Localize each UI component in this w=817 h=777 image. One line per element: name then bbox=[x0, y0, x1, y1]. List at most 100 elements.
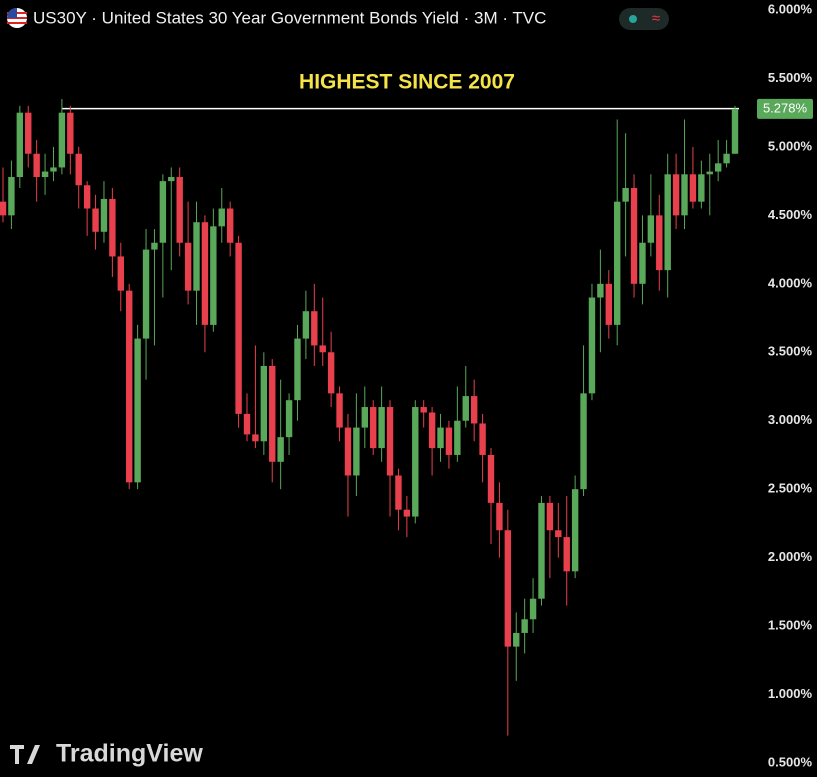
candle-body bbox=[109, 198, 116, 257]
candle-body bbox=[639, 242, 646, 284]
candle-body bbox=[546, 502, 554, 531]
y-tick-label: 1.500% bbox=[768, 618, 813, 633]
candle-body bbox=[168, 177, 175, 182]
candle-body bbox=[58, 112, 66, 168]
candle-body bbox=[580, 393, 587, 490]
candle-body bbox=[470, 396, 478, 424]
candle-body bbox=[126, 290, 133, 483]
candle-body bbox=[529, 598, 537, 620]
candle-body bbox=[563, 537, 570, 572]
candle-body bbox=[311, 311, 318, 346]
candle-body bbox=[538, 502, 545, 599]
candle-body bbox=[226, 208, 234, 243]
candle-body bbox=[496, 502, 503, 531]
y-tick-label: 6.000% bbox=[768, 1, 813, 16]
candle-body bbox=[327, 352, 335, 394]
candle-body bbox=[605, 283, 612, 325]
y-tick-label: 5.500% bbox=[768, 70, 813, 85]
y-tick-label: 1.000% bbox=[768, 686, 813, 701]
candle-body bbox=[487, 454, 495, 503]
candle-body bbox=[218, 208, 225, 227]
y-tick-label: 2.500% bbox=[768, 481, 813, 496]
watermark: TradingView bbox=[10, 740, 203, 768]
candle-body bbox=[201, 222, 209, 325]
candle-body bbox=[513, 632, 520, 647]
candle-body bbox=[75, 153, 82, 186]
candle-body bbox=[0, 201, 7, 216]
candle-body bbox=[614, 201, 621, 325]
candle-body bbox=[714, 163, 722, 172]
candle-body bbox=[412, 407, 419, 517]
candle-body bbox=[588, 297, 596, 394]
candle-body bbox=[622, 187, 629, 202]
candle-body bbox=[479, 423, 486, 455]
candle-body bbox=[723, 153, 730, 164]
candle-body bbox=[571, 489, 579, 572]
y-tick-label: 3.500% bbox=[768, 344, 813, 359]
y-tick-label: 3.000% bbox=[768, 412, 813, 427]
candle-body bbox=[83, 185, 91, 209]
svg-text:≈: ≈ bbox=[652, 10, 660, 27]
candle-body bbox=[184, 242, 192, 291]
candle-body bbox=[698, 174, 705, 202]
candle-body bbox=[353, 427, 360, 476]
candle-body bbox=[260, 365, 268, 442]
candle-body bbox=[67, 112, 74, 154]
status-pill: ≈ bbox=[619, 8, 669, 30]
candle-body bbox=[395, 475, 402, 510]
last-price-box bbox=[757, 98, 813, 119]
candle-body bbox=[378, 407, 385, 449]
candle-body bbox=[8, 177, 15, 216]
y-tick-label: 2.000% bbox=[768, 549, 813, 564]
candle-body bbox=[294, 338, 301, 401]
candle-body bbox=[454, 420, 461, 455]
candle-body bbox=[361, 407, 368, 428]
candle-body bbox=[420, 407, 427, 413]
candle-body bbox=[41, 171, 49, 178]
candle-body bbox=[386, 407, 394, 476]
candle-body bbox=[462, 396, 469, 421]
candle-body bbox=[681, 174, 688, 216]
candle-body bbox=[269, 365, 276, 462]
candle-body bbox=[336, 393, 343, 428]
candle-body bbox=[92, 208, 99, 232]
candle-body bbox=[656, 215, 663, 271]
candle-body bbox=[210, 226, 217, 325]
candle-body bbox=[555, 530, 562, 538]
annotation: HIGHEST SINCE 2007 bbox=[299, 71, 515, 94]
candle-body bbox=[252, 434, 259, 442]
candle-body bbox=[50, 167, 57, 172]
candle-body bbox=[428, 412, 436, 449]
candle-body bbox=[370, 407, 377, 449]
candle-body bbox=[319, 345, 326, 353]
candle-body bbox=[235, 242, 242, 414]
candle-body bbox=[277, 437, 284, 462]
candle-body bbox=[16, 112, 24, 178]
candle-body bbox=[689, 174, 697, 202]
candle-body bbox=[597, 283, 604, 298]
candle-body bbox=[647, 215, 655, 243]
candle-body bbox=[706, 171, 713, 175]
candle-body bbox=[672, 174, 680, 216]
candle-body bbox=[521, 619, 528, 633]
candle-body bbox=[100, 198, 108, 232]
candle-body bbox=[285, 400, 293, 438]
candle-body bbox=[445, 427, 453, 455]
y-tick-label: 4.500% bbox=[768, 207, 813, 222]
candle-body bbox=[504, 530, 512, 647]
candle-body bbox=[243, 413, 251, 435]
flag-icon bbox=[7, 7, 27, 28]
candle-body bbox=[344, 427, 352, 476]
last-price-label: 5.278% bbox=[763, 100, 808, 115]
chart-title: US30Y · United States 30 Year Government… bbox=[33, 8, 546, 27]
candle-body bbox=[134, 338, 141, 483]
candle-body bbox=[25, 112, 32, 154]
candle-body bbox=[731, 108, 739, 154]
y-tick-label: 4.000% bbox=[768, 275, 813, 290]
candle-body bbox=[403, 509, 411, 517]
candle-body bbox=[33, 153, 40, 178]
candle-body bbox=[193, 222, 200, 291]
candle-body bbox=[176, 177, 183, 243]
candle-body bbox=[630, 187, 638, 284]
